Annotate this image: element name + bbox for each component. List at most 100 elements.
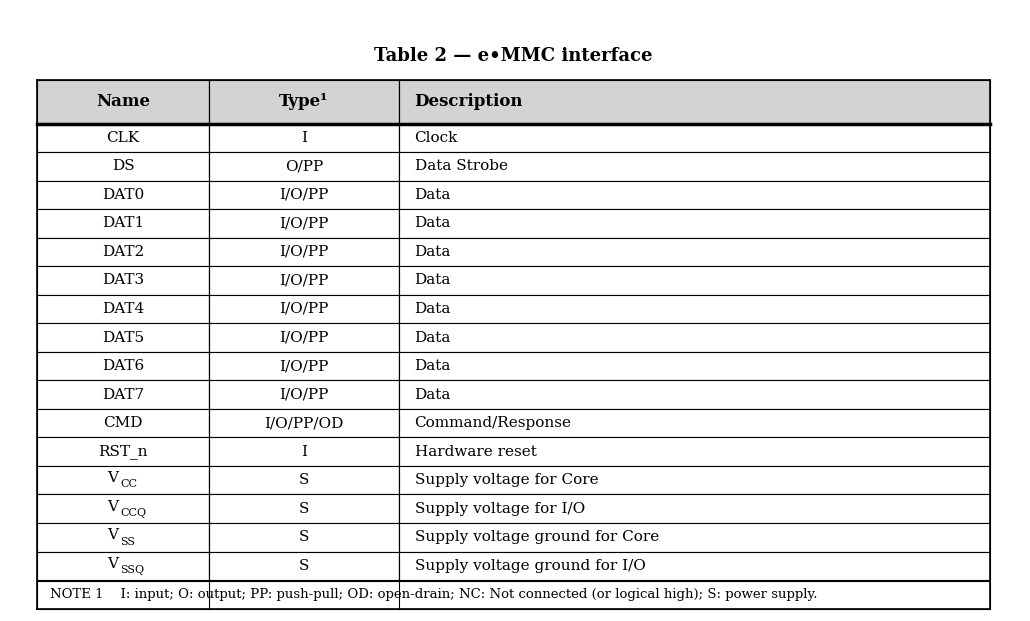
Text: CC: CC: [121, 479, 137, 489]
Bar: [209, 152, 400, 181]
Bar: [37, 551, 209, 580]
Text: RST_n: RST_n: [98, 444, 148, 459]
Text: V: V: [107, 471, 118, 486]
Text: Data: Data: [414, 216, 451, 230]
Text: NOTE 1    I: input; O: output; PP: push-pull; OD: open-drain; NC: Not connected : NOTE 1 I: input; O: output; PP: push-pul…: [49, 589, 817, 601]
Text: I/O/PP: I/O/PP: [279, 359, 329, 373]
Bar: [400, 124, 990, 152]
Text: SS: SS: [121, 537, 135, 546]
Text: Data: Data: [414, 302, 451, 316]
Text: I: I: [301, 131, 307, 145]
Bar: [209, 209, 400, 238]
Bar: [209, 79, 400, 124]
Bar: [400, 380, 990, 409]
Text: DAT1: DAT1: [102, 216, 144, 230]
Text: Command/Response: Command/Response: [414, 416, 572, 430]
Text: Data: Data: [414, 388, 451, 402]
Bar: [400, 437, 990, 466]
Bar: [400, 351, 990, 380]
Text: I/O/PP: I/O/PP: [279, 302, 329, 316]
Text: Supply voltage for I/O: Supply voltage for I/O: [414, 502, 585, 515]
Bar: [209, 437, 400, 466]
Text: I/O/PP: I/O/PP: [279, 188, 329, 202]
Text: DAT4: DAT4: [102, 302, 144, 316]
Bar: [37, 124, 209, 152]
Text: Data: Data: [414, 330, 451, 345]
Bar: [209, 409, 400, 437]
Bar: [209, 124, 400, 152]
Text: Data: Data: [414, 188, 451, 202]
Text: DAT3: DAT3: [102, 273, 144, 288]
Text: Table 2 — e•MMC interface: Table 2 — e•MMC interface: [374, 47, 653, 65]
Bar: [37, 466, 209, 494]
Bar: [209, 494, 400, 523]
Text: Type¹: Type¹: [279, 93, 329, 110]
Bar: [37, 351, 209, 380]
Bar: [37, 266, 209, 295]
Bar: [400, 494, 990, 523]
Text: I/O/PP/OD: I/O/PP/OD: [265, 416, 344, 430]
Text: DAT6: DAT6: [102, 359, 144, 373]
Bar: [400, 266, 990, 295]
Bar: [209, 238, 400, 266]
Bar: [37, 181, 209, 209]
Text: V: V: [107, 528, 118, 542]
Bar: [37, 523, 209, 551]
Bar: [400, 523, 990, 551]
Text: I/O/PP: I/O/PP: [279, 273, 329, 288]
Text: I/O/PP: I/O/PP: [279, 388, 329, 402]
Text: Hardware reset: Hardware reset: [414, 445, 537, 459]
Bar: [37, 152, 209, 181]
Bar: [400, 152, 990, 181]
Bar: [209, 351, 400, 380]
Text: Clock: Clock: [414, 131, 458, 145]
Text: Data: Data: [414, 359, 451, 373]
Bar: [37, 581, 990, 609]
Text: Name: Name: [96, 93, 150, 110]
Text: Data: Data: [414, 273, 451, 288]
Bar: [209, 266, 400, 295]
Text: Data: Data: [414, 245, 451, 259]
Bar: [37, 79, 209, 124]
Text: Supply voltage ground for I/O: Supply voltage ground for I/O: [414, 559, 646, 573]
Bar: [209, 523, 400, 551]
Bar: [37, 437, 209, 466]
Bar: [400, 466, 990, 494]
Text: S: S: [299, 559, 309, 573]
Bar: [37, 494, 209, 523]
Text: S: S: [299, 530, 309, 544]
Text: CCQ: CCQ: [121, 508, 146, 518]
Text: O/PP: O/PP: [285, 160, 323, 173]
Bar: [209, 295, 400, 324]
Text: I/O/PP: I/O/PP: [279, 330, 329, 345]
Text: DAT5: DAT5: [102, 330, 144, 345]
Bar: [400, 409, 990, 437]
Bar: [209, 324, 400, 351]
Bar: [37, 295, 209, 324]
Bar: [37, 409, 209, 437]
Text: DAT2: DAT2: [102, 245, 144, 259]
Bar: [400, 295, 990, 324]
Text: V: V: [107, 557, 118, 571]
Bar: [400, 181, 990, 209]
Text: DAT0: DAT0: [102, 188, 144, 202]
Bar: [209, 181, 400, 209]
Bar: [209, 551, 400, 580]
Bar: [400, 79, 990, 124]
Text: V: V: [107, 500, 118, 514]
Bar: [400, 551, 990, 580]
Text: I/O/PP: I/O/PP: [279, 245, 329, 259]
Bar: [400, 324, 990, 351]
Text: I/O/PP: I/O/PP: [279, 216, 329, 230]
Bar: [37, 209, 209, 238]
Text: Supply voltage ground for Core: Supply voltage ground for Core: [414, 530, 659, 544]
Text: Supply voltage for Core: Supply voltage for Core: [414, 473, 598, 487]
Text: DAT7: DAT7: [102, 388, 144, 402]
Text: CMD: CMD: [103, 416, 143, 430]
Bar: [37, 238, 209, 266]
Text: Data Strobe: Data Strobe: [414, 160, 508, 173]
Text: CLK: CLK: [106, 131, 140, 145]
Bar: [400, 238, 990, 266]
Text: S: S: [299, 473, 309, 487]
Bar: [37, 380, 209, 409]
